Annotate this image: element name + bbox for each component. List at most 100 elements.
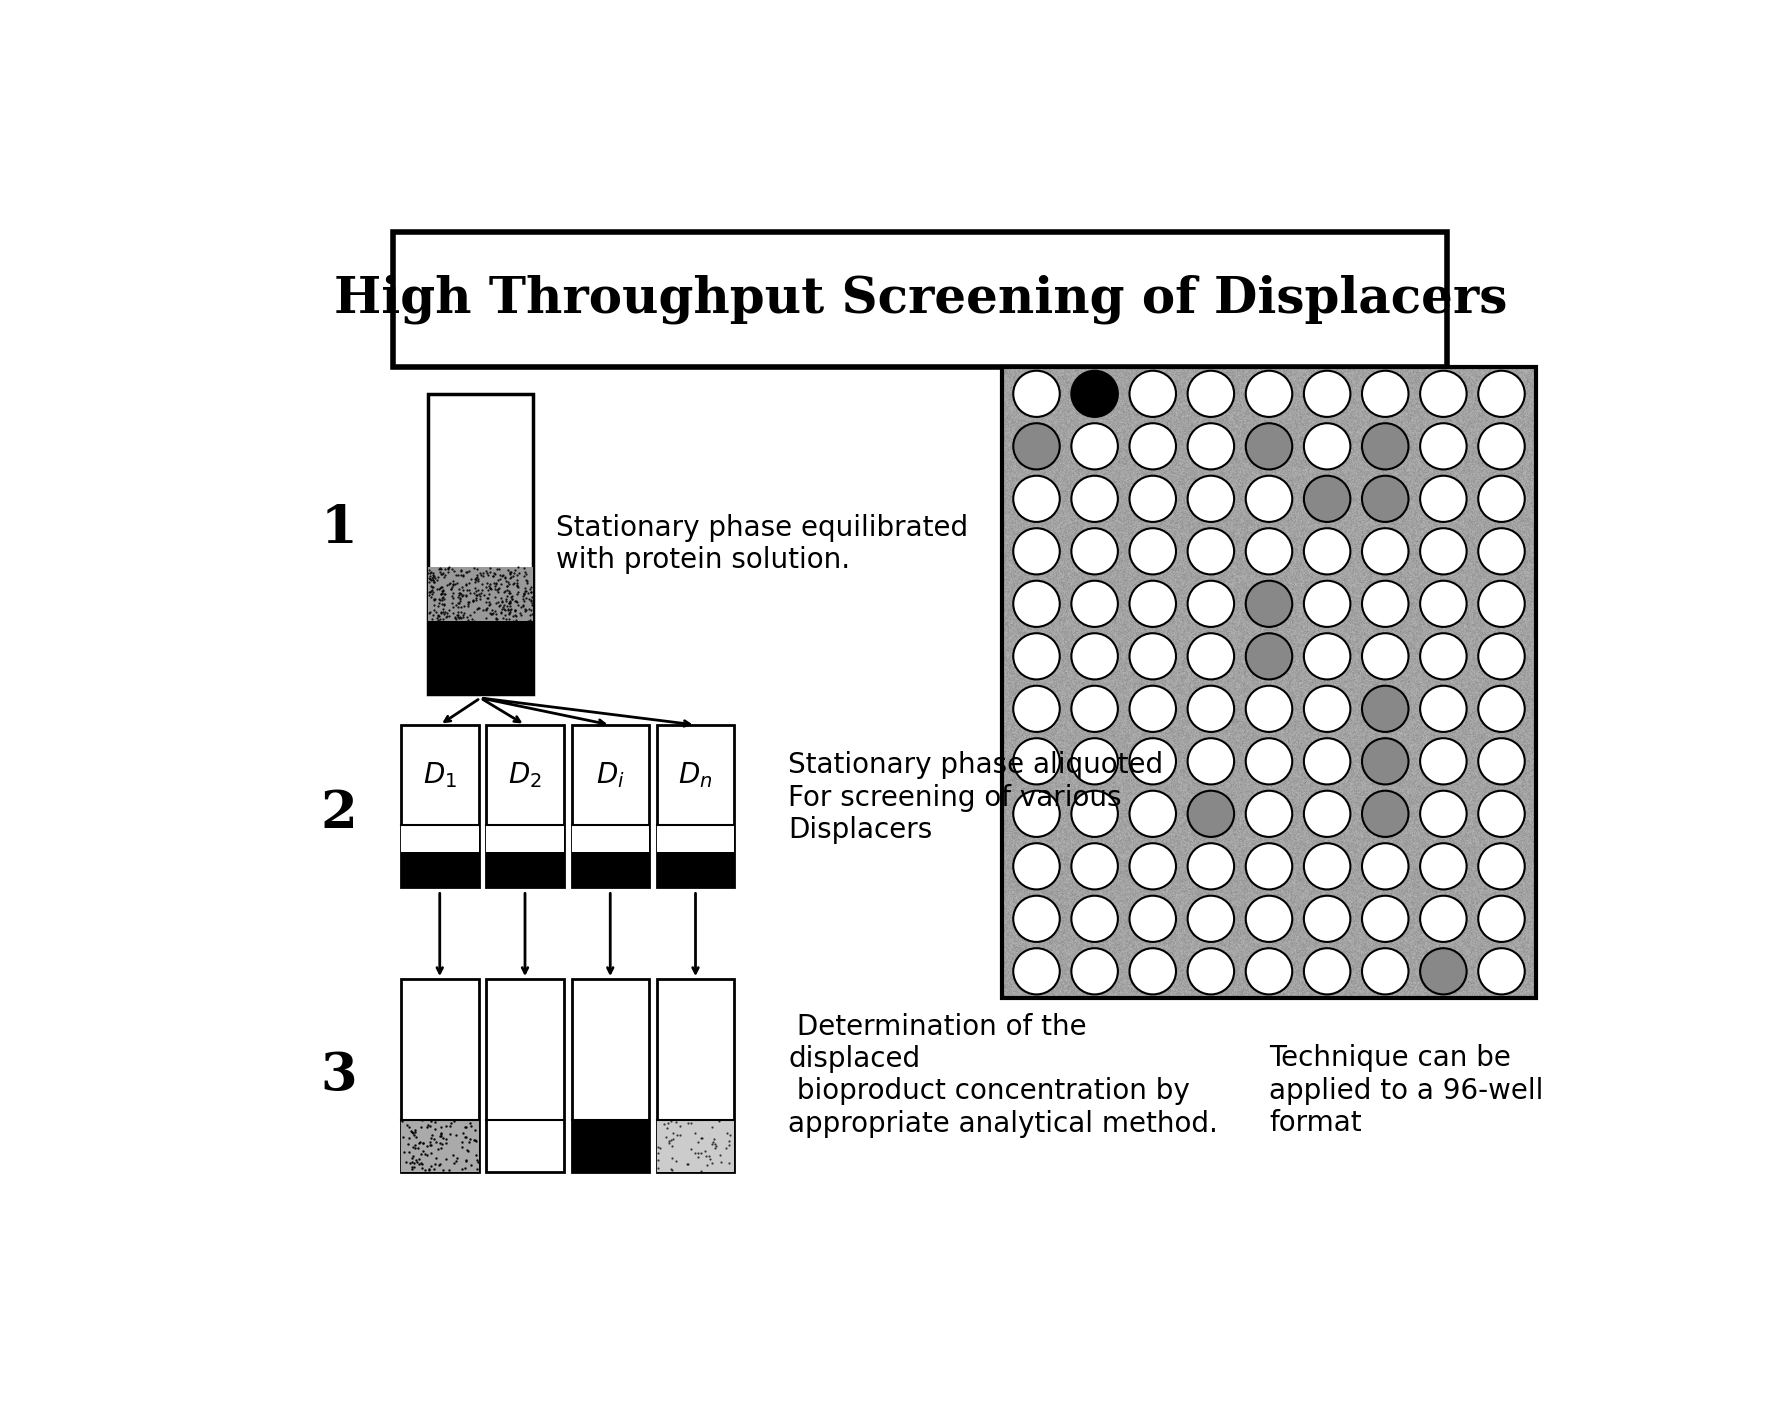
Circle shape (1361, 790, 1408, 837)
Circle shape (1420, 686, 1467, 732)
Circle shape (1304, 895, 1351, 942)
Circle shape (1304, 423, 1351, 469)
Circle shape (1479, 476, 1525, 522)
Bar (401, 853, 479, 887)
Text: High Throughput Screening of Displacers: High Throughput Screening of Displacers (333, 274, 1508, 324)
Circle shape (1187, 634, 1235, 679)
Circle shape (1014, 529, 1060, 574)
Circle shape (1479, 423, 1525, 469)
Circle shape (1304, 634, 1351, 679)
Circle shape (1479, 739, 1525, 784)
Circle shape (1479, 686, 1525, 732)
Circle shape (1420, 423, 1467, 469)
Circle shape (1130, 529, 1176, 574)
Circle shape (1187, 739, 1235, 784)
Text: Stationary phase equilibrated
with protein solution.: Stationary phase equilibrated with prote… (556, 514, 968, 574)
Bar (486, 853, 563, 887)
Bar (428, 567, 533, 621)
Circle shape (1479, 529, 1525, 574)
Circle shape (1304, 529, 1351, 574)
Bar (401, 979, 479, 1171)
Circle shape (1071, 634, 1117, 679)
Bar (428, 394, 533, 693)
Circle shape (1304, 581, 1351, 627)
Circle shape (1130, 739, 1176, 784)
Circle shape (1361, 843, 1408, 890)
Circle shape (1361, 581, 1408, 627)
Bar (486, 979, 563, 1171)
Circle shape (1187, 686, 1235, 732)
Circle shape (1014, 895, 1060, 942)
Circle shape (1479, 581, 1525, 627)
Circle shape (1420, 529, 1467, 574)
Circle shape (1361, 739, 1408, 784)
Circle shape (1130, 790, 1176, 837)
Circle shape (1246, 790, 1292, 837)
Circle shape (1071, 739, 1117, 784)
Circle shape (1071, 895, 1117, 942)
Circle shape (1130, 476, 1176, 522)
Text: Determination of the
displaced
 bioproduct concentration by
appropriate analytic: Determination of the displaced bioproduc… (788, 1013, 1219, 1138)
Text: 3: 3 (321, 1050, 358, 1101)
Circle shape (1304, 948, 1351, 995)
Bar (658, 1120, 734, 1171)
Bar (401, 826, 479, 853)
Circle shape (1071, 529, 1117, 574)
Circle shape (1014, 790, 1060, 837)
Text: 2: 2 (321, 789, 358, 840)
Circle shape (1130, 686, 1176, 732)
Circle shape (1187, 529, 1235, 574)
Circle shape (1014, 948, 1060, 995)
Circle shape (1361, 948, 1408, 995)
Circle shape (1014, 371, 1060, 416)
Circle shape (1420, 634, 1467, 679)
Text: 1: 1 (321, 503, 358, 554)
Circle shape (1304, 843, 1351, 890)
Circle shape (1479, 790, 1525, 837)
Circle shape (1071, 948, 1117, 995)
Circle shape (1014, 423, 1060, 469)
Circle shape (1187, 843, 1235, 890)
Circle shape (1361, 686, 1408, 732)
Bar (486, 826, 563, 853)
Bar (572, 853, 649, 887)
Circle shape (1246, 948, 1292, 995)
Circle shape (1071, 371, 1117, 416)
Bar (658, 979, 734, 1171)
Circle shape (1420, 843, 1467, 890)
Circle shape (1187, 790, 1235, 837)
Bar (572, 826, 649, 853)
Circle shape (1014, 581, 1060, 627)
Circle shape (1187, 581, 1235, 627)
Circle shape (1130, 634, 1176, 679)
Circle shape (1071, 843, 1117, 890)
Circle shape (1071, 581, 1117, 627)
Circle shape (1130, 895, 1176, 942)
Circle shape (1246, 895, 1292, 942)
Circle shape (1246, 529, 1292, 574)
Bar (401, 725, 479, 887)
Circle shape (1479, 634, 1525, 679)
Circle shape (1014, 476, 1060, 522)
Circle shape (1246, 739, 1292, 784)
Bar (572, 1120, 649, 1171)
Circle shape (1479, 371, 1525, 416)
Circle shape (1304, 686, 1351, 732)
Circle shape (1246, 476, 1292, 522)
Circle shape (1420, 739, 1467, 784)
Text: $D_i$: $D_i$ (595, 760, 625, 790)
Bar (658, 853, 734, 887)
Circle shape (1361, 895, 1408, 942)
Circle shape (1479, 895, 1525, 942)
Text: $D_2$: $D_2$ (508, 760, 542, 790)
Circle shape (1246, 581, 1292, 627)
Circle shape (1361, 476, 1408, 522)
Text: $D_1$: $D_1$ (422, 760, 456, 790)
Circle shape (1361, 634, 1408, 679)
Bar (658, 725, 734, 887)
Circle shape (1420, 476, 1467, 522)
Text: Technique can be
applied to a 96-well
format: Technique can be applied to a 96-well fo… (1269, 1044, 1543, 1137)
Bar (394, 232, 1447, 367)
Circle shape (1420, 790, 1467, 837)
Circle shape (1187, 476, 1235, 522)
